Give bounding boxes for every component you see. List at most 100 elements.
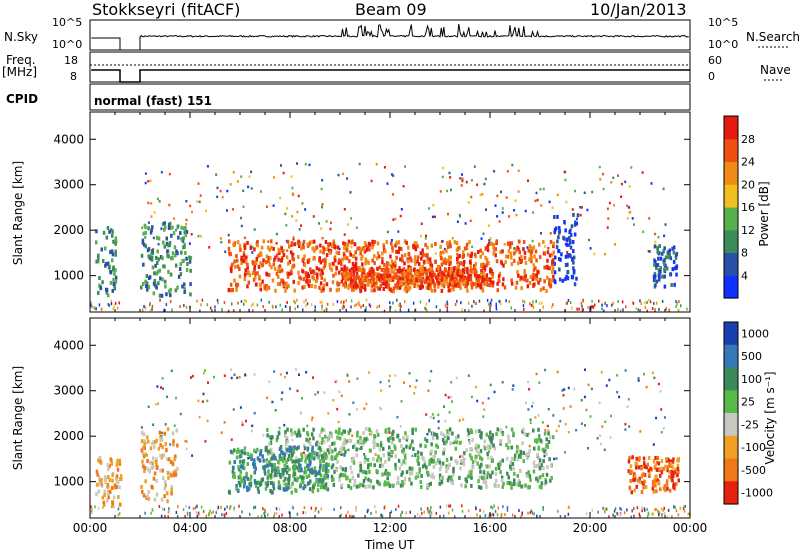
velocity-cell — [119, 477, 122, 482]
power-cell — [289, 250, 293, 255]
power-cell — [431, 215, 434, 219]
velocity-cell — [357, 473, 360, 478]
velocity-cell — [362, 470, 366, 474]
velocity-cell — [429, 416, 432, 419]
velocity-cell — [635, 484, 638, 489]
power-cell — [564, 263, 568, 267]
power-cell — [220, 240, 223, 244]
velocity-cell — [539, 465, 542, 470]
velocity-cell — [323, 485, 326, 490]
velocity-cell — [470, 395, 473, 399]
velocity-cell — [549, 478, 552, 483]
power-cell — [350, 305, 352, 309]
power-cell — [436, 284, 440, 289]
power-cell — [332, 303, 334, 306]
velocity-cell — [651, 483, 655, 488]
power-cell — [377, 276, 381, 281]
velocity-cell — [273, 370, 276, 373]
power-cell — [221, 195, 224, 199]
velocity-heatmap — [90, 368, 691, 519]
velocity-cell — [173, 457, 176, 461]
velocity-cell — [423, 437, 427, 442]
power-cell — [514, 285, 518, 290]
power-cell — [521, 276, 525, 281]
velocity-cell — [435, 443, 438, 448]
velocity-cell — [315, 454, 318, 459]
velocity-cell — [653, 376, 656, 380]
power-cell — [398, 266, 401, 271]
power-cell — [371, 245, 374, 250]
velocity-cell — [477, 451, 481, 456]
velocity-cell — [311, 416, 314, 419]
velocity-cell — [299, 474, 302, 479]
power-cell — [267, 259, 270, 263]
velocity-cell — [363, 407, 366, 410]
power-cell — [108, 304, 111, 308]
power-cell — [242, 253, 246, 258]
power-cell — [345, 308, 347, 312]
velocity-cell — [384, 469, 388, 474]
power-cell — [557, 257, 561, 261]
power-cell — [140, 253, 144, 258]
power-cell — [479, 284, 482, 289]
velocity-cell — [160, 438, 164, 442]
power-cell — [502, 263, 505, 268]
velocity-cell — [340, 445, 344, 450]
velocity-cell — [152, 476, 156, 481]
power-cell — [470, 284, 474, 289]
velocity-cell — [471, 460, 475, 464]
power-cell — [238, 274, 242, 279]
velocity-cell — [286, 448, 289, 453]
power-cell — [538, 242, 541, 247]
velocity-cell — [675, 509, 678, 513]
velocity-cell — [158, 505, 161, 508]
power-cell — [412, 278, 416, 283]
power-cell — [151, 225, 154, 230]
power-cell — [167, 254, 170, 259]
power-cell — [373, 254, 376, 259]
power-cell — [345, 271, 348, 276]
power-cell — [456, 266, 460, 271]
power-cell — [256, 271, 259, 276]
velocity-cell — [687, 512, 690, 516]
power-cell — [610, 181, 613, 184]
power-cell — [243, 236, 246, 240]
velocity-cell — [306, 449, 309, 453]
power-cell — [196, 200, 199, 203]
velocity-cell — [160, 497, 164, 502]
power-cell — [592, 305, 595, 309]
velocity-cell — [312, 436, 315, 441]
power-cell — [343, 269, 346, 274]
velocity-cell — [443, 405, 445, 408]
power-cell — [359, 268, 363, 273]
velocity-cell — [352, 401, 355, 404]
velocity-cell — [325, 486, 328, 491]
power-cell — [520, 259, 523, 263]
power-cell — [473, 264, 476, 269]
power-cell — [370, 280, 373, 285]
power-cell — [319, 300, 322, 304]
velocity-cell — [166, 491, 169, 496]
velocity-cell — [306, 463, 309, 468]
power-cell — [248, 308, 250, 312]
velocity-cell — [526, 433, 529, 437]
power-cell — [401, 254, 404, 259]
power-cell — [546, 275, 549, 280]
power-cell — [320, 227, 323, 230]
power-cell — [343, 242, 347, 246]
power-cell — [425, 307, 427, 311]
power-cell — [397, 250, 400, 255]
velocity-cell — [307, 467, 310, 472]
velocity-cell — [160, 386, 162, 389]
power-cell — [658, 251, 661, 256]
velocity-cell — [536, 476, 540, 481]
velocity-cell — [506, 506, 509, 509]
power-cell — [309, 270, 313, 275]
power-cell — [109, 280, 113, 285]
velocity-cell — [233, 506, 235, 510]
power-cell — [114, 279, 118, 284]
velocity-cell — [529, 511, 532, 515]
velocity-cell — [268, 380, 271, 383]
velocity-cell — [279, 373, 282, 376]
velocity-cell — [452, 469, 455, 474]
